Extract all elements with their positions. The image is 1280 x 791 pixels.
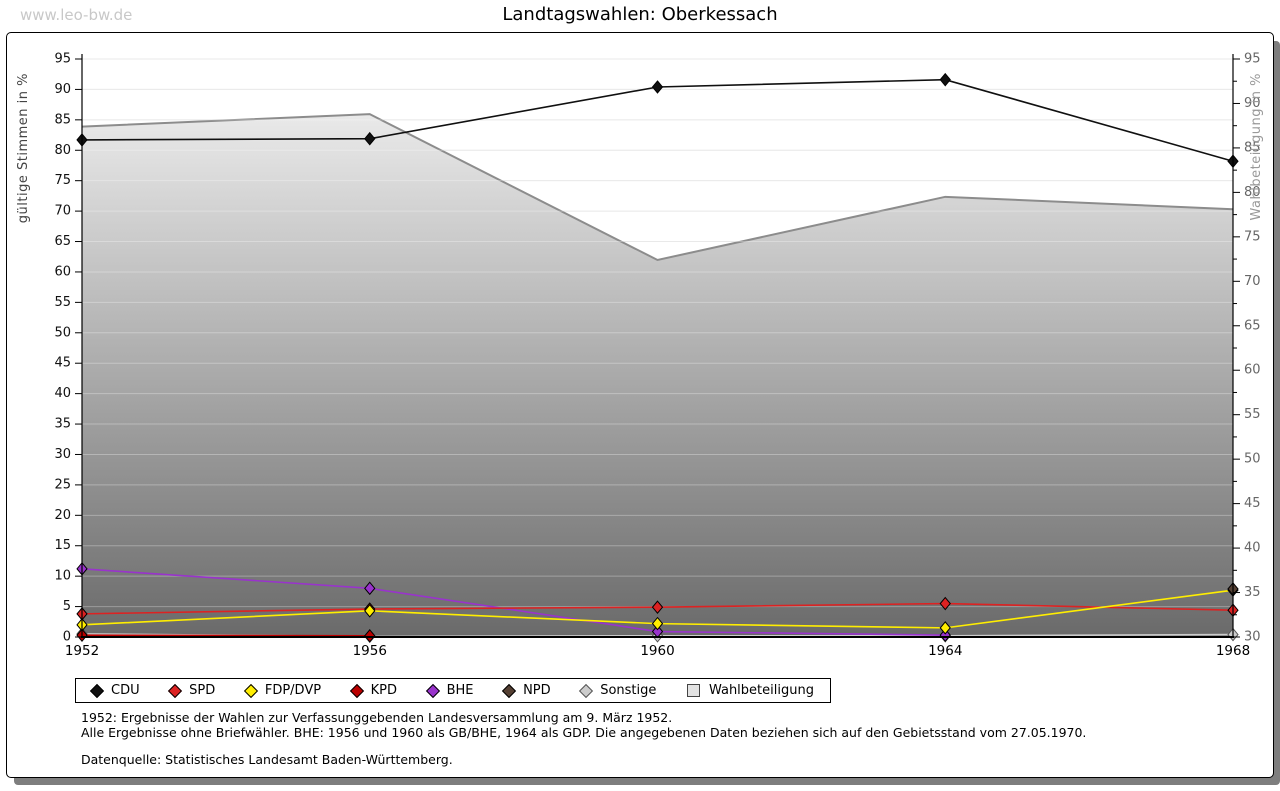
legend-item-cdu: CDU [89, 683, 140, 698]
svg-text:50: 50 [1244, 452, 1261, 467]
legend: CDU SPD FDP/DVP KPD BHE NPD Sonstige Wahlbeteil… [75, 678, 831, 703]
svg-text:0: 0 [63, 630, 71, 645]
chart-plot: 0510152025303540455055606570758085909530… [54, 52, 1261, 660]
svg-text:80: 80 [54, 143, 71, 158]
footer-notes: 1952: Ergebnisse der Wahlen zur Verfassu… [81, 710, 1086, 767]
axes [81, 54, 1234, 638]
legend-diamond-icon [168, 683, 183, 698]
legend-item-sonstige: Sonstige [579, 683, 657, 698]
svg-text:1956: 1956 [353, 643, 387, 659]
data-point-diamond-icon [651, 616, 664, 631]
svg-text:95: 95 [54, 52, 71, 67]
legend-item-label: SPD [189, 683, 216, 698]
series-cdu [76, 72, 1239, 168]
legend-item-label: NPD [523, 683, 551, 698]
svg-text:45: 45 [54, 356, 71, 371]
left-axis-ticks: 0 5 10 15 20 25 30 35 40 45 50 55 60 65 70 75 80 85 90 95 [54, 52, 82, 645]
svg-text:75: 75 [1244, 229, 1261, 244]
svg-text:75: 75 [54, 173, 71, 188]
legend-item-bhe: BHE [425, 683, 474, 698]
svg-text:25: 25 [54, 477, 71, 492]
turnout-area [81, 113, 1234, 637]
svg-text:40: 40 [1244, 541, 1261, 556]
x-axis-labels: 1952 1956 1960 1964 1968 [65, 643, 1250, 659]
svg-text:55: 55 [54, 295, 71, 310]
right-axis-ticks: 30 35 40 45 50 55 60 65 70 75 80 85 90 95 [1233, 52, 1261, 645]
svg-text:70: 70 [54, 204, 71, 219]
legend-item-npd: NPD [501, 683, 551, 698]
data-point-diamond-icon [364, 131, 376, 146]
svg-text:35: 35 [1244, 585, 1261, 600]
legend-diamond-icon [89, 683, 105, 698]
svg-text:1968: 1968 [1216, 643, 1250, 659]
data-point-diamond-icon [939, 628, 951, 642]
svg-text:5: 5 [63, 599, 71, 614]
data-point-diamond-icon [939, 72, 951, 87]
svg-text:20: 20 [54, 508, 71, 523]
svg-text:30: 30 [1244, 630, 1261, 645]
svg-text:85: 85 [54, 112, 71, 127]
data-point-diamond-icon [364, 581, 376, 596]
svg-text:90: 90 [1244, 96, 1261, 111]
svg-text:85: 85 [1244, 140, 1261, 155]
legend-item-label: Wahlbeteiligung [708, 683, 814, 698]
svg-text:30: 30 [54, 447, 71, 462]
series-bhe [76, 562, 951, 642]
legend-diamond-icon [501, 683, 517, 698]
svg-text:80: 80 [1244, 185, 1261, 200]
svg-text:45: 45 [1244, 496, 1261, 511]
svg-text:55: 55 [1244, 407, 1261, 422]
svg-text:70: 70 [1244, 274, 1261, 289]
svg-text:35: 35 [54, 417, 71, 432]
svg-text:90: 90 [54, 82, 71, 97]
right-axis-title: Wahlbeteiligung in % [1249, 73, 1264, 221]
svg-text:65: 65 [1244, 318, 1261, 333]
legend-item-fdp-dvp: FDP/DVP [243, 683, 322, 698]
page-title: Landtagswahlen: Oberkessach [502, 4, 778, 25]
legend-item-kpd: KPD [349, 683, 398, 698]
svg-text:50: 50 [54, 325, 71, 340]
svg-text:1960: 1960 [640, 643, 674, 659]
legend-item-spd: SPD [168, 683, 216, 698]
legend-item-label: FDP/DVP [264, 683, 322, 698]
data-point-diamond-icon [651, 80, 664, 94]
legend-diamond-icon [425, 683, 440, 698]
svg-text:1952: 1952 [65, 643, 99, 659]
legend-diamond-icon [243, 683, 258, 698]
chart-frame: 0 5 10 15 20 25 30 35 40 45 50 55 60 65 70 75 80 85 90 95 30… [6, 32, 1274, 778]
legend-square-icon [686, 684, 700, 697]
data-point-diamond-icon [939, 621, 951, 635]
svg-text:65: 65 [54, 234, 71, 249]
footer-source: Datenquelle: Statistisches Landesamt Bad… [81, 752, 453, 767]
footer-note-line2: Alle Ergebnisse ohne Briefwähler. BHE: 1… [81, 725, 1087, 740]
svg-text:40: 40 [54, 386, 71, 401]
svg-text:1964: 1964 [928, 643, 962, 659]
gridlines-overlay [82, 58, 1233, 608]
series-fdp-dvp [76, 583, 1239, 635]
legend-item-label: Sonstige [600, 683, 657, 698]
svg-text:60: 60 [54, 264, 71, 279]
watermark: www.leo-bw.de [20, 6, 133, 24]
svg-text:10: 10 [54, 569, 71, 584]
legend-item-label: CDU [111, 683, 140, 698]
svg-text:15: 15 [54, 538, 71, 553]
svg-text:60: 60 [1244, 363, 1261, 378]
data-point-diamond-icon [939, 596, 951, 611]
legend-diamond-icon [349, 683, 364, 698]
legend-item-label: KPD [370, 683, 398, 698]
legend-diamond-icon [579, 683, 594, 698]
left-axis-title: gültige Stimmen in % [16, 73, 31, 224]
data-point-diamond-icon [651, 600, 664, 614]
svg-text:95: 95 [1244, 52, 1261, 67]
legend-item-wahlbeteiligung: Wahlbeteiligung [686, 683, 814, 698]
data-point-diamond-icon [364, 629, 376, 643]
legend-item-label: BHE [446, 683, 474, 698]
footer-note-line1: 1952: Ergebnisse der Wahlen zur Verfassu… [81, 710, 673, 725]
data-point-diamond-icon [364, 604, 376, 618]
